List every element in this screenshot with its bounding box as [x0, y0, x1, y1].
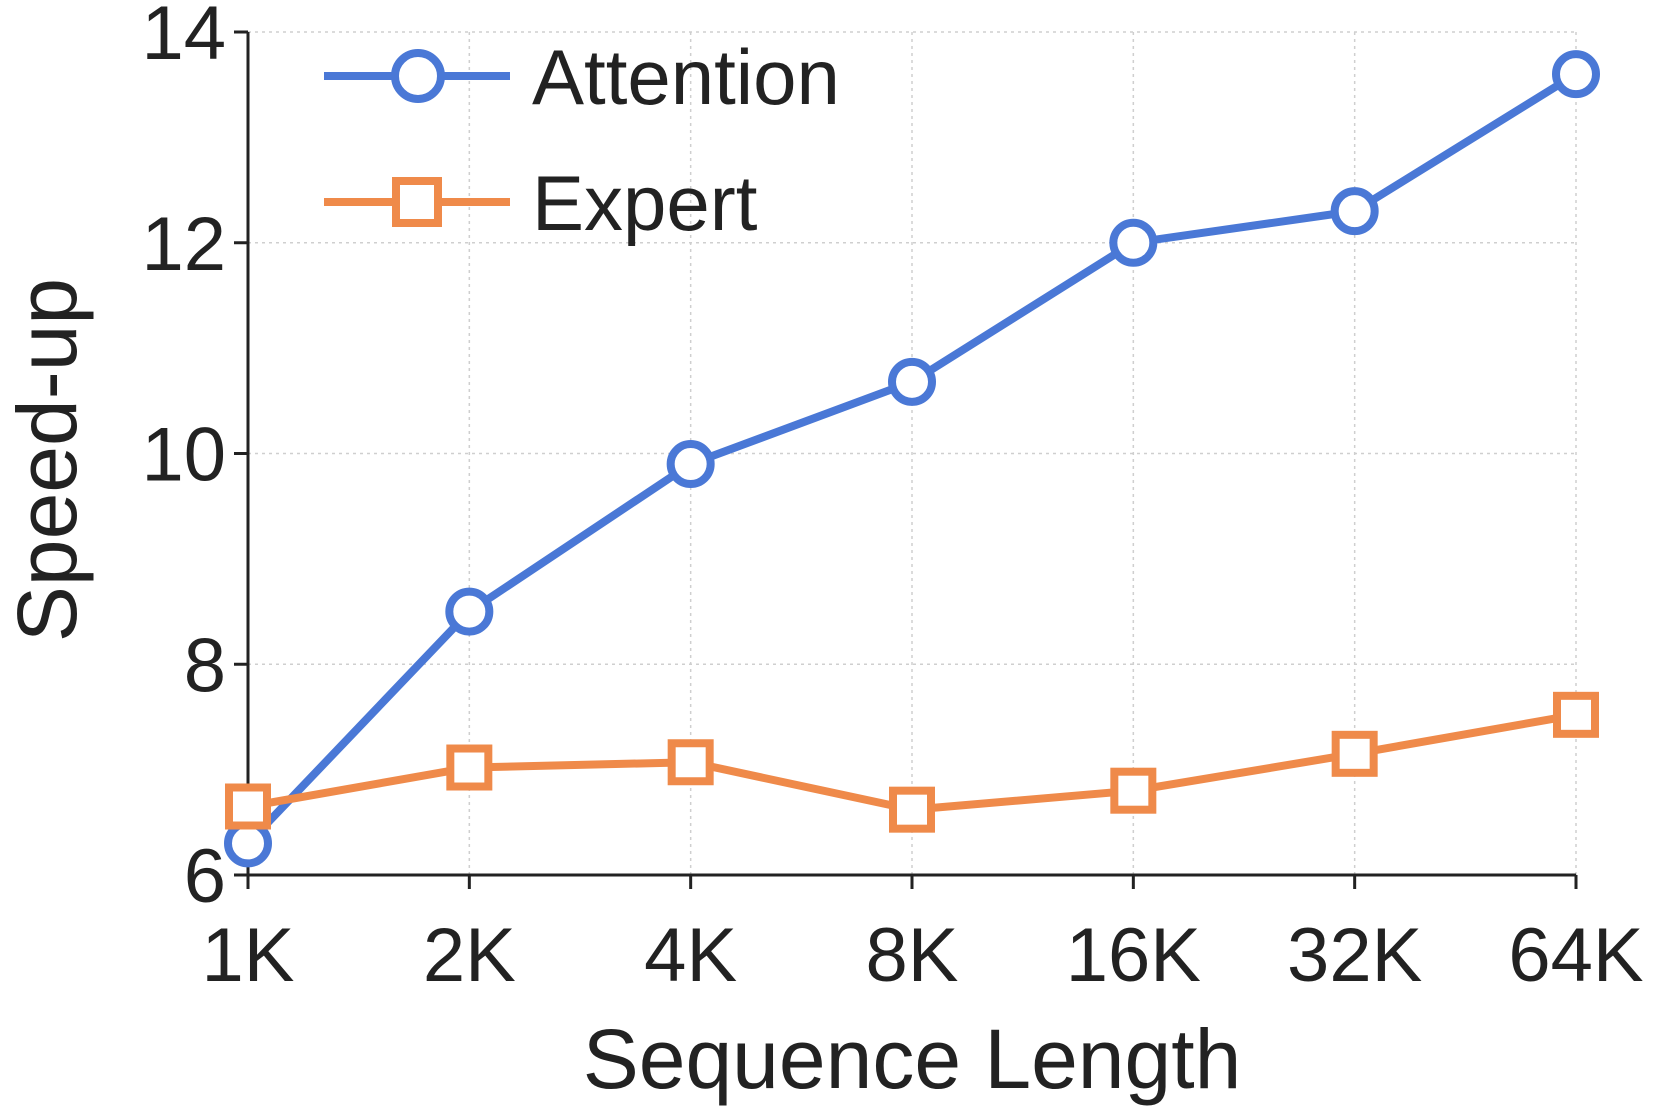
x-tick-label: 1K	[202, 913, 295, 998]
series-attention	[224, 50, 1600, 868]
attention-point	[666, 440, 715, 489]
legend-item-expert: Expert	[324, 159, 758, 247]
x-tick-label: 4K	[644, 913, 737, 998]
expert-point	[225, 783, 271, 830]
y-tick-label: 10	[141, 413, 226, 498]
y-tick-label: 12	[141, 202, 226, 287]
series-layer	[224, 50, 1600, 868]
expert-point	[446, 744, 493, 791]
expert-point	[667, 739, 714, 786]
legend-item-attention: Attention	[324, 33, 840, 121]
attention-point	[1109, 218, 1158, 267]
y-tick-label: 6	[184, 834, 226, 919]
y-axis-title: Speed-up	[0, 278, 94, 642]
x-tick-label: 64K	[1508, 913, 1643, 998]
x-tick-label: 32K	[1287, 913, 1422, 998]
x-axis-title: Sequence Length	[583, 1012, 1242, 1106]
series-expert	[225, 691, 1599, 833]
attention-line	[245, 70, 1579, 847]
attention-point	[445, 587, 494, 636]
attention-point	[888, 357, 936, 406]
x-tick-label: 2K	[423, 913, 516, 998]
legend-label-attention: Attention	[532, 33, 840, 121]
x-tick-label: 16K	[1066, 913, 1201, 998]
attention-point	[1330, 187, 1379, 236]
attention-point	[1552, 50, 1600, 99]
y-tick-label: 14	[141, 0, 226, 76]
y-tick-label: 8	[184, 623, 226, 708]
expert-point	[889, 786, 935, 833]
legend-marker-square	[392, 177, 442, 227]
expert-point	[1110, 767, 1157, 814]
legend-label-expert: Expert	[532, 159, 758, 247]
expert-point	[1331, 730, 1378, 777]
legend: Attention Expert	[324, 33, 840, 247]
ticks: 6 8 10 12 14 1K 2K 4K 8K 16K 32K 64K	[141, 0, 1643, 998]
x-tick-label: 8K	[866, 913, 959, 998]
legend-marker-circle	[391, 49, 445, 103]
expert-point	[1553, 691, 1599, 738]
